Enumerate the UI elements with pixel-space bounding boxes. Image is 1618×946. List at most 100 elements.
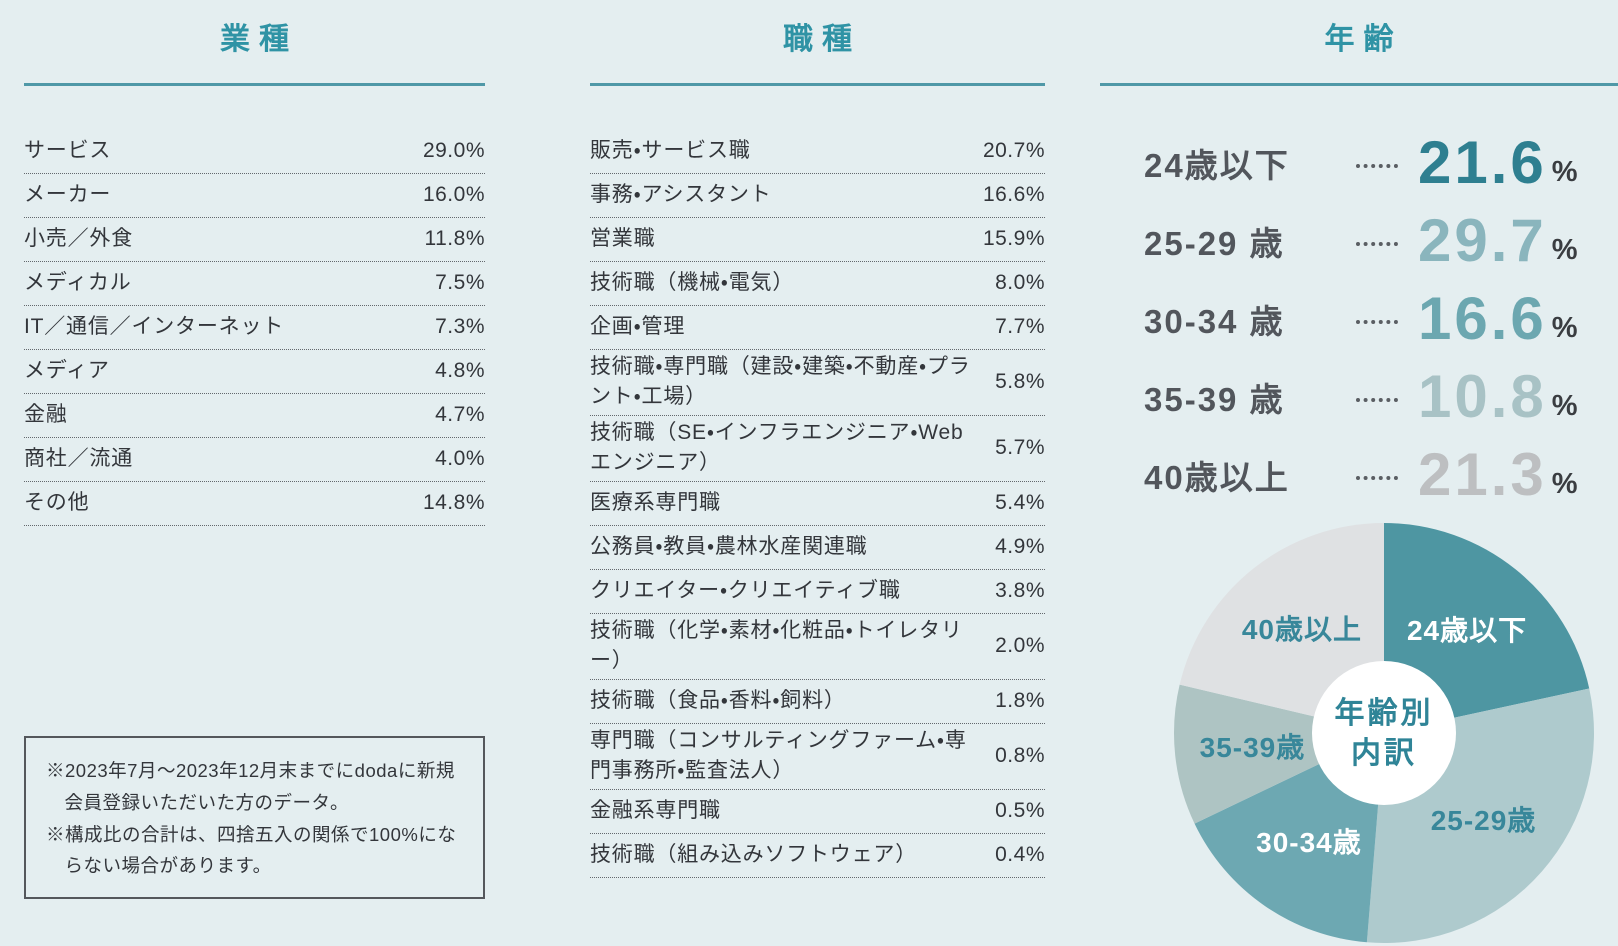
age-percent-value: 10.8 bbox=[1418, 363, 1547, 430]
pie-slice-5 bbox=[1179, 523, 1384, 733]
row-value: 7.3% bbox=[435, 315, 485, 339]
pie-slice-label: 35-39歳 bbox=[1200, 732, 1306, 763]
row-value: 7.5% bbox=[435, 271, 485, 295]
age-row: 25-29 歳 29.7 % bbox=[1144, 202, 1618, 280]
table-row: 商社／流通 4.0% bbox=[24, 438, 485, 482]
table-row: 販売・サービス職 20.7% bbox=[590, 130, 1045, 174]
row-label: クリエイター・クリエイティブ職 bbox=[590, 579, 901, 603]
table-row: クリエイター・クリエイティブ職 3.8% bbox=[590, 570, 1045, 614]
age-row: 40歳以上 21.3 % bbox=[1144, 436, 1618, 514]
row-value: 4.7% bbox=[435, 403, 485, 427]
row-value: 1.8% bbox=[995, 688, 1045, 712]
row-label: 小売／外食 bbox=[24, 227, 133, 251]
dotted-leader bbox=[1356, 164, 1398, 168]
row-label: 技術職（化学・素材・化粧品・トイレタリー） bbox=[590, 618, 963, 673]
table-row: その他 14.8% bbox=[24, 482, 485, 526]
age-percent-value: 21.3 bbox=[1418, 441, 1547, 508]
dotted-leader bbox=[1356, 320, 1398, 324]
table-row: 金融 4.7% bbox=[24, 394, 485, 438]
percent-sign: % bbox=[1551, 233, 1578, 266]
table-row: 技術職（SE・インフラエンジニア・Webエンジニア） 5.7% bbox=[590, 416, 1045, 482]
row-value: 4.8% bbox=[435, 359, 485, 383]
percent-sign: % bbox=[1551, 155, 1578, 188]
occupation-table: 販売・サービス職 20.7% 事務・アシスタント 16.6% 営業職 15.9%… bbox=[590, 130, 1045, 878]
percent-sign: % bbox=[1551, 389, 1578, 422]
age-pie-chart: 24歳以下 25-29歳 30-34歳 35-39歳 40歳以上年齢別内訳 bbox=[1172, 521, 1596, 945]
row-value: 2.0% bbox=[995, 633, 1045, 657]
occupation-panel: 職種 販売・サービス職 20.7% 事務・アシスタント 16.6% 営業職 15… bbox=[590, 0, 1045, 878]
row-label: 販売・サービス職 bbox=[590, 139, 751, 163]
footnote-note-1: ※2023年7月〜2023年12月末までにdodaに新規会員登録いただいた方のデ… bbox=[46, 760, 455, 813]
row-value: 8.0% bbox=[995, 271, 1045, 295]
occupation-title-rule bbox=[590, 83, 1045, 86]
row-value: 14.8% bbox=[422, 491, 485, 515]
row-value: 5.8% bbox=[995, 370, 1045, 394]
pie-slice-1 bbox=[1384, 523, 1590, 733]
row-value: 3.8% bbox=[995, 579, 1045, 603]
age-range-label: 35-39 歳 bbox=[1144, 381, 1285, 418]
row-value: 20.7% bbox=[982, 139, 1045, 163]
donut-hole bbox=[1312, 661, 1456, 805]
age-row: 35-39 歳 10.8 % bbox=[1144, 358, 1618, 436]
footnote-box: ※2023年7月〜2023年12月末までにdodaに新規会員登録いただいた方のデ… bbox=[24, 736, 485, 900]
table-row: 専門職（コンサルティングファーム・専門事務所・監査法人） 0.8% bbox=[590, 724, 1045, 790]
pie-slice-4 bbox=[1174, 684, 1384, 824]
row-label: 技術職（食品・香料・飼料） bbox=[590, 688, 846, 712]
table-row: 技術職（食品・香料・飼料） 1.8% bbox=[590, 680, 1045, 724]
industry-table: サービス 29.0% メーカー 16.0% 小売／外食 11.8% メディカル … bbox=[24, 130, 485, 526]
table-row: IT／通信／インターネット 7.3% bbox=[24, 306, 485, 350]
age-row: 24歳以下 21.6 % bbox=[1144, 124, 1618, 202]
row-label: 事務・アシスタント bbox=[590, 183, 772, 207]
pie-center-label: 年齢別 bbox=[1335, 697, 1434, 730]
dotted-leader bbox=[1356, 476, 1398, 480]
row-label: その他 bbox=[24, 491, 90, 515]
table-row: 医療系専門職 5.4% bbox=[590, 482, 1045, 526]
occupation-title: 職種 bbox=[783, 23, 861, 56]
pie-slice-label: 24歳以下 bbox=[1407, 615, 1527, 646]
age-row: 30-34 歳 16.6 % bbox=[1144, 280, 1618, 358]
row-label: メディア bbox=[24, 359, 110, 383]
row-label: 企画・管理 bbox=[590, 315, 686, 339]
footnote-note-2: ※構成比の合計は、四捨五入の関係で100%にならない場合があります。 bbox=[46, 823, 457, 877]
age-title: 年齢 bbox=[1324, 23, 1403, 56]
table-row: 技術職（組み込みソフトウェア） 0.4% bbox=[590, 834, 1045, 878]
age-percent-value: 21.6 bbox=[1418, 129, 1547, 196]
row-value: 4.0% bbox=[435, 447, 485, 471]
industry-title-rule bbox=[24, 83, 485, 86]
age-range-label: 24歳以下 bbox=[1144, 147, 1290, 184]
row-label: 専門職（コンサルティングファーム・専門事務所・監査法人） bbox=[590, 728, 967, 783]
table-row: 金融系専門職 0.5% bbox=[590, 790, 1045, 834]
industry-panel: 業種 サービス 29.0% メーカー 16.0% 小売／外食 11.8% メディ… bbox=[24, 0, 485, 526]
row-label: メディカル bbox=[24, 271, 132, 295]
dotted-leader bbox=[1356, 398, 1398, 402]
table-row: 事務・アシスタント 16.6% bbox=[590, 174, 1045, 218]
age-title-rule bbox=[1100, 83, 1618, 86]
age-stats-list: 24歳以下 21.6 % 25-29 歳 29.7 % 30-34 歳 16.6… bbox=[1100, 124, 1618, 514]
table-row: 技術職・専門職（建設・建築・不動産・プラント・工場） 5.8% bbox=[590, 350, 1045, 416]
percent-sign: % bbox=[1551, 311, 1578, 344]
row-label: サービス bbox=[24, 139, 112, 163]
row-value: 4.9% bbox=[995, 535, 1045, 559]
table-row: 技術職（機械・電気） 8.0% bbox=[590, 262, 1045, 306]
pie-slice-label: 30-34歳 bbox=[1256, 827, 1362, 858]
age-range-label: 25-29 歳 bbox=[1144, 225, 1285, 262]
row-label: 技術職（組み込みソフトウェア） bbox=[590, 842, 917, 866]
row-label: 公務員・教員・農林水産関連職 bbox=[590, 535, 868, 559]
pie-center-label: 内訳 bbox=[1351, 737, 1417, 770]
row-label: 営業職 bbox=[590, 227, 656, 251]
table-row: メディア 4.8% bbox=[24, 350, 485, 394]
row-value: 5.4% bbox=[995, 491, 1045, 515]
row-label: 金融 bbox=[24, 403, 68, 427]
row-label: 金融系専門職 bbox=[590, 798, 721, 822]
table-row: メディカル 7.5% bbox=[24, 262, 485, 306]
pie-slice-label: 40歳以上 bbox=[1242, 614, 1362, 645]
row-label: 医療系専門職 bbox=[590, 491, 721, 515]
row-label: IT／通信／インターネット bbox=[24, 315, 285, 339]
row-value: 16.0% bbox=[422, 183, 485, 207]
pie-slice-label: 25-29歳 bbox=[1431, 805, 1537, 836]
table-row: サービス 29.0% bbox=[24, 130, 485, 174]
row-value: 5.7% bbox=[995, 436, 1045, 460]
row-label: 技術職（SE・インフラエンジニア・Webエンジニア） bbox=[590, 420, 964, 475]
age-range-label: 40歳以上 bbox=[1144, 459, 1290, 496]
